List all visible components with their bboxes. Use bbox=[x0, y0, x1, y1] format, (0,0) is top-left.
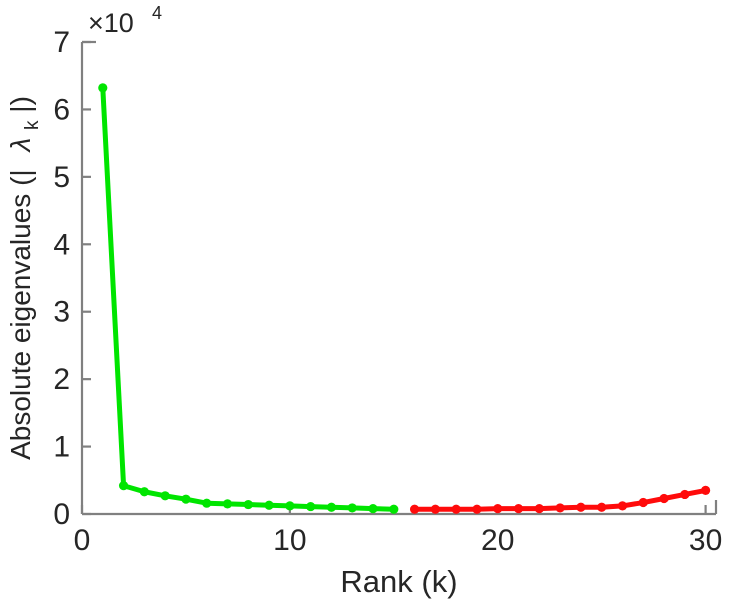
x-tick-label: 30 bbox=[689, 524, 722, 557]
data-point-marker bbox=[326, 502, 337, 512]
data-point-marker bbox=[160, 491, 170, 501]
y-tick-label: 7 bbox=[53, 26, 70, 59]
data-point-marker bbox=[368, 504, 378, 514]
data-point-marker bbox=[285, 501, 295, 511]
data-point-marker bbox=[493, 504, 503, 514]
y-axis-title-text: Absolute eigenvalues (| λ k |) bbox=[5, 96, 44, 460]
data-point-marker bbox=[118, 481, 129, 491]
data-point-marker bbox=[451, 504, 461, 514]
data-point-marker bbox=[389, 504, 399, 514]
data-series-layer bbox=[98, 83, 711, 514]
exponent-base: ×10 bbox=[88, 8, 134, 38]
y-axis-ticks bbox=[82, 40, 91, 516]
data-point-marker bbox=[576, 502, 586, 512]
data-point-marker bbox=[617, 501, 628, 511]
data-point-marker bbox=[534, 504, 544, 514]
data-point-marker bbox=[98, 83, 108, 93]
y-axis-title-subscript: k bbox=[22, 120, 43, 130]
x-tick-label: 0 bbox=[74, 524, 91, 557]
x-tick-label: 10 bbox=[273, 524, 306, 557]
data-point-marker bbox=[306, 501, 316, 512]
series-selected-eigenvalues bbox=[98, 83, 399, 514]
y-axis-tick-labels: 0 1 2 3 4 5 6 7 bbox=[53, 26, 70, 531]
y-tick-label: 1 bbox=[53, 431, 70, 464]
data-point-marker bbox=[222, 499, 233, 509]
y-tick-label: 0 bbox=[53, 498, 70, 531]
data-point-marker bbox=[264, 500, 274, 510]
data-point-marker bbox=[659, 493, 669, 504]
data-point-marker bbox=[638, 497, 648, 508]
data-point-marker bbox=[555, 503, 565, 513]
x-axis-title: Rank (k) bbox=[340, 564, 457, 599]
y-axis-title-prefix: Absolute eigenvalues (| bbox=[5, 169, 36, 460]
data-point-marker bbox=[202, 498, 212, 508]
x-tick-label: 20 bbox=[481, 524, 514, 557]
y-tick-label: 6 bbox=[53, 93, 70, 126]
series-discarded-eigenvalues bbox=[409, 485, 711, 514]
data-point-marker bbox=[513, 504, 524, 514]
data-point-marker bbox=[181, 494, 191, 504]
y-axis-title: Absolute eigenvalues (| λ k |) bbox=[5, 96, 44, 460]
data-point-marker bbox=[597, 502, 607, 512]
x-axis-tick-labels: 0 10 20 30 bbox=[74, 524, 723, 557]
y-axis-title-lambda: λ bbox=[5, 138, 36, 154]
data-point-marker bbox=[430, 504, 440, 514]
exponent-power: 4 bbox=[152, 3, 162, 23]
data-point-marker bbox=[409, 504, 420, 514]
y-axis-title-suffix: |) bbox=[5, 96, 36, 113]
y-tick-label: 2 bbox=[53, 363, 70, 396]
data-point-marker bbox=[472, 504, 482, 514]
data-point-marker bbox=[680, 489, 690, 500]
data-point-marker bbox=[347, 503, 357, 513]
data-point-marker bbox=[139, 487, 149, 497]
y-axis-exponent-label: ×10 4 bbox=[88, 3, 162, 38]
data-point-marker bbox=[243, 499, 253, 510]
y-tick-label: 4 bbox=[53, 228, 70, 261]
data-point-marker bbox=[701, 485, 711, 495]
y-tick-label: 3 bbox=[53, 296, 70, 329]
y-tick-label: 5 bbox=[53, 161, 70, 194]
